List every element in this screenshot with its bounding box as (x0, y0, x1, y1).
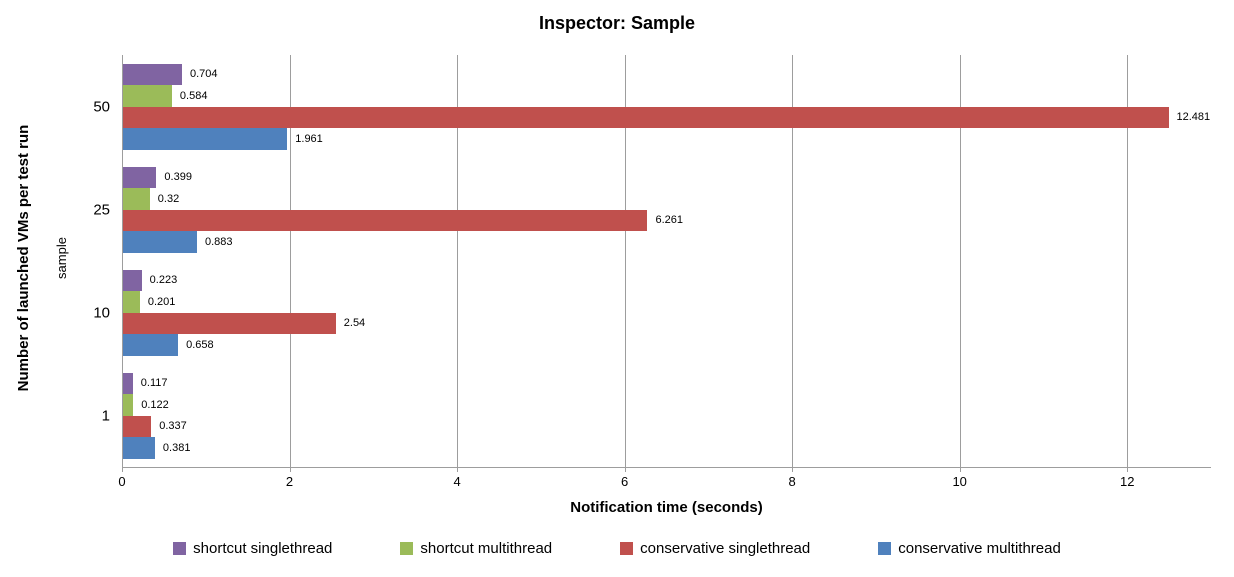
category-label: 10 (93, 304, 110, 321)
legend-label: shortcut singlethread (193, 540, 333, 557)
x-tick-label: 4 (453, 474, 461, 489)
legend-item: shortcut multithread (400, 540, 552, 557)
legend-swatch (173, 542, 187, 555)
bar (123, 269, 142, 291)
x-tick-label: 10 (952, 474, 967, 489)
bar-value-label: 1.961 (295, 132, 323, 145)
bar (123, 128, 288, 150)
bar-value-label: 0.704 (189, 68, 218, 81)
bar-value-label: 12.481 (1176, 111, 1211, 124)
bar-value-label: 2.54 (343, 317, 366, 330)
chart-title: Inspector: Sample (538, 13, 696, 33)
bar (123, 85, 172, 107)
bar (123, 394, 134, 416)
bar-value-label: 0.883 (204, 235, 233, 248)
legend-swatch (878, 542, 892, 555)
bar (123, 372, 133, 394)
gridline (959, 55, 961, 472)
bar-value-label: 0.584 (179, 89, 208, 102)
bar-value-label: 0.399 (164, 171, 192, 184)
x-axis-line (122, 467, 1211, 468)
gridline (624, 55, 626, 472)
bar (123, 106, 1169, 128)
bar (123, 166, 157, 188)
bar-value-label: 0.117 (140, 377, 168, 390)
legend-item: conservative multithread (878, 540, 1061, 557)
bar (123, 437, 155, 459)
y-axis-subtitle: sample (54, 237, 69, 279)
bar (123, 415, 152, 437)
bar (123, 63, 182, 85)
bar (123, 312, 336, 334)
bar-value-label: 0.32 (157, 192, 180, 205)
gridline (457, 55, 459, 472)
category-label: 25 (93, 201, 110, 218)
legend-label: shortcut multithread (420, 540, 553, 557)
gridline (792, 55, 794, 472)
legend-swatch (400, 542, 414, 555)
bar-value-label: 6.261 (655, 214, 683, 227)
gridline (289, 55, 291, 472)
x-tick-label: 8 (788, 474, 796, 489)
bar-value-label: 0.658 (186, 338, 214, 351)
bar (123, 334, 179, 356)
bar-value-label: 0.201 (147, 295, 176, 308)
bar (123, 188, 150, 210)
category-label: 1 (101, 407, 110, 424)
x-tick-label: 0 (118, 474, 126, 489)
legend: shortcut singlethread shortcut multithrea… (0, 540, 1234, 557)
legend-label: conservative multithread (898, 540, 1061, 557)
bar-value-label: 0.223 (149, 274, 178, 287)
legend-item: conservative singlethread (620, 540, 810, 557)
legend-item: shortcut singlethread (173, 540, 332, 557)
gridline (122, 55, 123, 472)
bar-value-label: 0.122 (141, 398, 169, 411)
gridline (1127, 55, 1129, 472)
x-tick-label: 2 (285, 474, 294, 489)
bar (123, 231, 197, 253)
x-axis-title: Notification time (seconds) (570, 499, 763, 516)
legend-label: conservative singlethread (640, 540, 811, 557)
bar-value-label: 0.337 (159, 420, 187, 433)
category-label: 50 (93, 98, 110, 115)
x-tick-label: 6 (620, 474, 629, 489)
bar (123, 209, 648, 231)
bar (123, 291, 140, 313)
bar-value-label: 0.381 (162, 441, 191, 454)
legend-swatch (620, 542, 634, 555)
x-tick-label: 12 (1119, 474, 1135, 489)
